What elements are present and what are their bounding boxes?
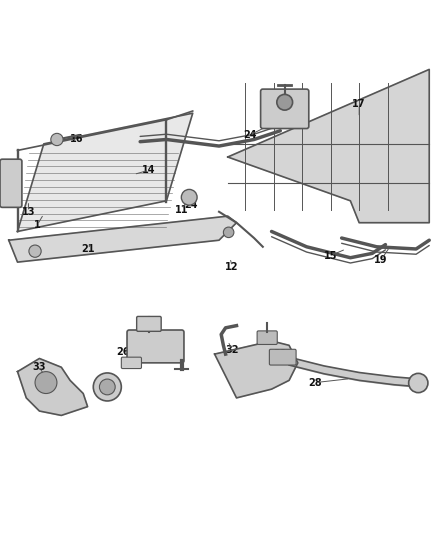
Circle shape [29,245,41,257]
Text: 12: 12 [226,262,239,271]
Text: 32: 32 [226,345,239,355]
Circle shape [409,374,428,393]
Polygon shape [215,341,298,398]
Text: 29: 29 [274,349,287,359]
Polygon shape [228,69,429,223]
Circle shape [99,379,115,395]
FancyBboxPatch shape [269,349,296,365]
Text: 30: 30 [258,334,272,344]
FancyBboxPatch shape [137,317,161,332]
Text: 11: 11 [175,205,188,215]
Text: 28: 28 [308,377,322,387]
Circle shape [35,372,57,393]
Text: 26: 26 [116,347,129,357]
Text: 21: 21 [81,244,94,254]
Text: 16: 16 [70,134,83,144]
FancyBboxPatch shape [257,331,277,344]
Text: 17: 17 [353,100,366,109]
Text: 33: 33 [33,362,46,372]
Text: 1: 1 [34,220,41,230]
Text: 13: 13 [22,207,35,217]
Text: 24: 24 [243,130,256,140]
Text: 23: 23 [274,95,287,105]
Polygon shape [18,359,88,415]
Text: 24: 24 [184,200,197,210]
Polygon shape [18,113,193,231]
Circle shape [93,373,121,401]
Text: 25: 25 [142,336,155,346]
Text: 27: 27 [162,345,175,355]
FancyBboxPatch shape [261,89,309,128]
FancyBboxPatch shape [121,357,141,368]
Polygon shape [9,216,237,262]
Circle shape [181,189,197,205]
Text: 34: 34 [105,386,118,397]
Text: 19: 19 [374,255,388,265]
FancyBboxPatch shape [127,330,184,363]
Circle shape [51,133,63,146]
Circle shape [223,227,234,238]
Text: 15: 15 [324,251,337,261]
Circle shape [277,94,293,110]
FancyBboxPatch shape [0,159,22,207]
Text: 14: 14 [142,165,155,175]
